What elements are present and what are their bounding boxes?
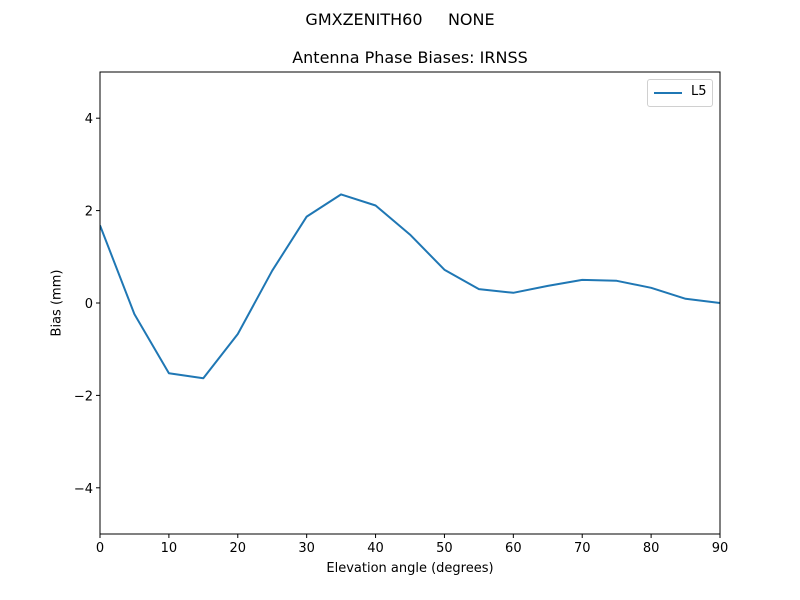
y-tick: 0 xyxy=(85,297,100,312)
series-line-l5 xyxy=(100,193,720,380)
x-tick: 80 xyxy=(643,534,660,556)
svg-text:10: 10 xyxy=(161,541,178,556)
svg-text:4: 4 xyxy=(85,112,93,127)
svg-text:20: 20 xyxy=(230,541,247,556)
svg-text:50: 50 xyxy=(436,541,453,556)
svg-text:40: 40 xyxy=(367,541,384,556)
x-tick: 50 xyxy=(436,534,453,556)
y-axis-label: Bias (mm) xyxy=(49,269,65,337)
axes-frame xyxy=(99,71,721,535)
x-tick: 40 xyxy=(367,534,384,556)
x-tick: 60 xyxy=(505,534,522,556)
svg-text:−2: −2 xyxy=(74,389,93,404)
x-tick: 20 xyxy=(230,534,247,556)
x-tick: 10 xyxy=(161,534,178,556)
legend-label-l5: L5 xyxy=(691,84,707,99)
x-tick: 0 xyxy=(96,534,104,556)
y-tick: 2 xyxy=(85,205,100,220)
figure-suptitle: GMXZENITH60 NONE xyxy=(305,10,495,29)
svg-text:70: 70 xyxy=(574,541,591,556)
svg-text:90: 90 xyxy=(712,541,729,556)
x-tick: 70 xyxy=(574,534,591,556)
x-tick: 30 xyxy=(298,534,315,556)
svg-text:60: 60 xyxy=(505,541,522,556)
legend: L5 xyxy=(647,79,713,107)
x-axis-label: Elevation angle (degrees) xyxy=(326,561,494,576)
x-tick: 90 xyxy=(712,534,729,556)
svg-text:0: 0 xyxy=(85,297,93,312)
chart-title: Antenna Phase Biases: IRNSS xyxy=(292,48,528,67)
svg-text:30: 30 xyxy=(298,541,315,556)
y-tick: 4 xyxy=(85,112,100,127)
svg-text:80: 80 xyxy=(643,541,660,556)
y-tick: −2 xyxy=(74,389,100,404)
svg-text:−4: −4 xyxy=(74,482,93,497)
svg-text:2: 2 xyxy=(85,205,93,220)
y-tick: −4 xyxy=(74,482,100,497)
legend-line-swatch xyxy=(654,92,682,94)
svg-text:0: 0 xyxy=(96,541,104,556)
